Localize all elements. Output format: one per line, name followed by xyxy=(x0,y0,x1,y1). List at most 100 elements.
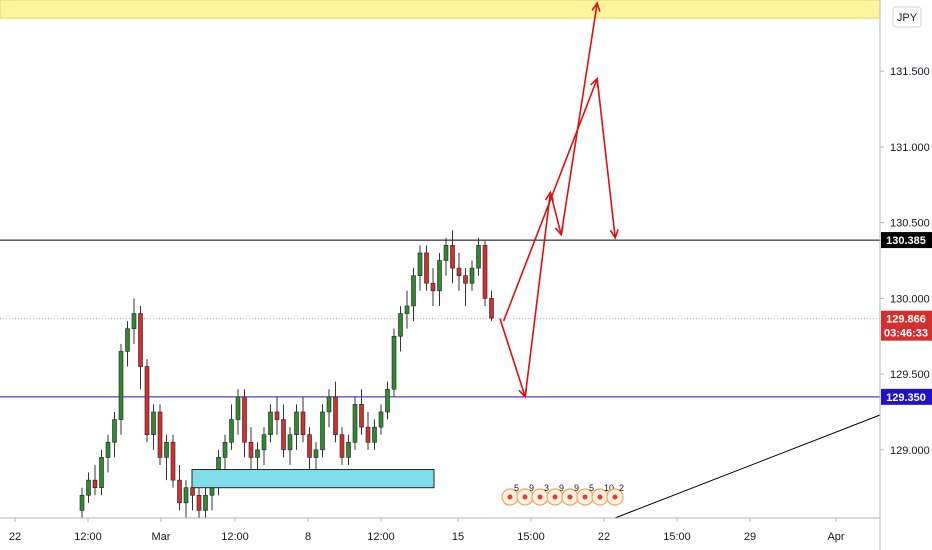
candle-body xyxy=(131,313,137,329)
candle-body xyxy=(164,441,169,458)
candle-body xyxy=(170,441,176,481)
price-tick-label: 130.500 xyxy=(890,218,930,230)
candle xyxy=(164,434,169,481)
candle-body xyxy=(411,275,416,307)
candle-body xyxy=(105,441,111,458)
price-tag-label: 129.866 xyxy=(886,314,926,326)
event-icon-layer[interactable]: 5 9 3 9 9 5 10 2 xyxy=(501,483,624,506)
candle xyxy=(417,245,423,291)
candle xyxy=(170,434,176,488)
candle xyxy=(352,396,358,450)
candle-body xyxy=(281,419,286,451)
candle-body xyxy=(378,411,384,428)
candle xyxy=(313,442,319,473)
time-tick-label: 8 xyxy=(305,531,311,543)
candle xyxy=(320,404,325,458)
candle-body xyxy=(443,245,449,261)
candle-body xyxy=(346,441,351,458)
economic-event-icon[interactable]: 3 xyxy=(531,483,549,506)
candle xyxy=(248,427,254,473)
candle-body xyxy=(372,426,377,443)
candle xyxy=(411,268,416,322)
candle-body xyxy=(333,396,338,435)
event-count: 2 xyxy=(619,483,624,493)
candle xyxy=(203,487,208,518)
candle xyxy=(157,404,163,465)
candle-body xyxy=(430,282,436,292)
support-zone[interactable] xyxy=(191,469,435,489)
candle-body xyxy=(274,411,280,420)
candle-body xyxy=(190,487,195,496)
candle xyxy=(365,411,371,450)
economic-event-icon[interactable]: 9 xyxy=(516,483,534,506)
candle xyxy=(86,472,91,503)
candle-body xyxy=(463,275,468,284)
event-count: 5 xyxy=(514,483,519,493)
trendline[interactable] xyxy=(614,414,881,519)
event-count: 3 xyxy=(544,483,549,493)
candle xyxy=(424,245,429,291)
price-tick-label: 130.000 xyxy=(890,293,930,305)
candle xyxy=(255,442,260,473)
projection-arrowhead xyxy=(590,77,599,88)
candle-body xyxy=(456,267,462,276)
event-dot-icon xyxy=(597,494,603,500)
event-dot-icon xyxy=(612,494,618,500)
candle-body xyxy=(99,457,104,489)
candle xyxy=(339,427,345,465)
candle-body xyxy=(398,313,403,337)
candle-body xyxy=(222,441,228,458)
projection-arrowhead xyxy=(518,387,528,399)
candle xyxy=(326,389,332,428)
candle xyxy=(450,230,455,284)
drawing-layer[interactable] xyxy=(191,1,881,519)
candle-body xyxy=(112,419,117,443)
currency-button[interactable]: JPY xyxy=(892,6,922,28)
candle xyxy=(463,268,468,306)
time-tick-label: 15 xyxy=(452,531,464,543)
price-tag: 130.385 xyxy=(881,232,932,249)
candle xyxy=(437,252,442,306)
candle-body xyxy=(209,487,215,496)
price-tag-layer: 130.385 129.866 03:46:33 129.350 xyxy=(881,232,932,405)
candle-body xyxy=(79,494,85,511)
candle-body xyxy=(183,487,189,504)
candle xyxy=(378,404,384,435)
candle xyxy=(79,487,85,518)
price-tick-label: 129.000 xyxy=(890,445,930,457)
candle-body xyxy=(320,411,325,451)
candle-body xyxy=(242,396,247,443)
candle xyxy=(372,419,377,450)
candle-body xyxy=(138,313,143,367)
candle-body xyxy=(417,252,423,276)
time-tick-label: 12:00 xyxy=(74,531,102,543)
time-tick-label: 29 xyxy=(744,531,756,543)
price-tick-label: 131.500 xyxy=(890,66,930,78)
candle xyxy=(144,358,150,443)
event-dot-icon xyxy=(537,494,543,500)
event-count: 9 xyxy=(559,483,564,493)
time-tick-label: Apr xyxy=(827,531,844,543)
candle-body xyxy=(151,411,156,435)
candle xyxy=(281,404,286,458)
band-layer xyxy=(0,0,881,19)
event-dot-icon xyxy=(522,494,528,500)
projection-arrowhead xyxy=(554,225,564,237)
candle xyxy=(443,237,449,276)
candle xyxy=(151,404,156,450)
candle-layer xyxy=(79,230,494,518)
candle xyxy=(222,434,228,473)
projection-arrowhead xyxy=(591,1,601,12)
candle-body xyxy=(294,411,299,435)
candle-body xyxy=(287,434,293,451)
candle xyxy=(300,396,306,443)
currency-label: JPY xyxy=(897,12,918,24)
candle xyxy=(359,389,364,435)
economic-event-icon[interactable]: 2 xyxy=(606,483,624,506)
highlight-band xyxy=(0,0,881,19)
time-tick-label: 15:00 xyxy=(663,531,691,543)
candle xyxy=(456,252,462,291)
